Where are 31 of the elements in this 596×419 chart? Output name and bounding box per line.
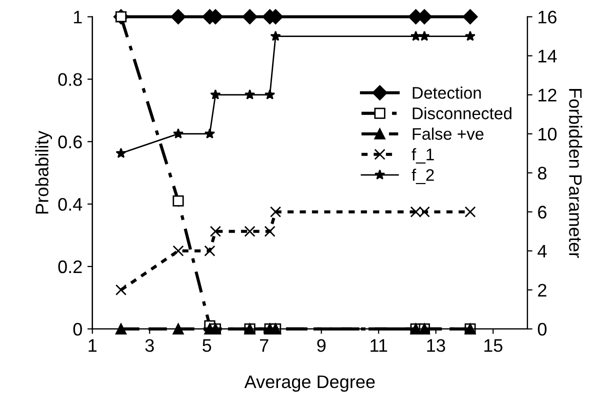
x-tick-label: 15 [484,339,502,352]
x-tick-label: 9 [317,339,326,352]
x-tick-label: 5 [202,339,212,352]
legend-label: f_2 [412,168,434,184]
x-tick-label: 1 [88,339,97,352]
x-tick-label: 11 [370,339,388,352]
y2-axis-title: Forbidden Parameter [569,89,582,258]
legend-label: Detection [412,86,481,99]
y2-tick-label: 12 [538,88,556,102]
y-axis-title: Probability [35,130,52,214]
legend-label: Disconnected [412,107,512,120]
legend-label: False +ve [412,128,484,140]
y-tick-label: 0 [73,322,82,336]
y2-tick-label: 4 [538,244,547,258]
y2-tick-label: 6 [538,206,546,219]
x-axis-title: Average Degree [244,376,375,392]
y2-tick-label: 2 [538,284,546,296]
y-tick-label: 0.4 [58,198,82,211]
x-tick-label: 3 [145,339,154,352]
y-tick-label: 0.2 [58,260,82,274]
y2-tick-label: 0 [538,322,547,336]
x-tick-label: 13 [427,339,446,352]
y2-tick-label: 14 [538,50,557,62]
y-tick-label: 0.8 [58,73,82,86]
legend-label: f_1 [412,148,434,164]
x-tick-label: 7 [260,339,268,352]
y-tick-label: 0.6 [58,136,82,148]
y-tick-label: 1 [74,10,82,24]
y2-tick-label: 16 [538,10,556,24]
y2-tick-label: 10 [538,128,557,141]
y2-tick-label: 8 [538,166,546,180]
